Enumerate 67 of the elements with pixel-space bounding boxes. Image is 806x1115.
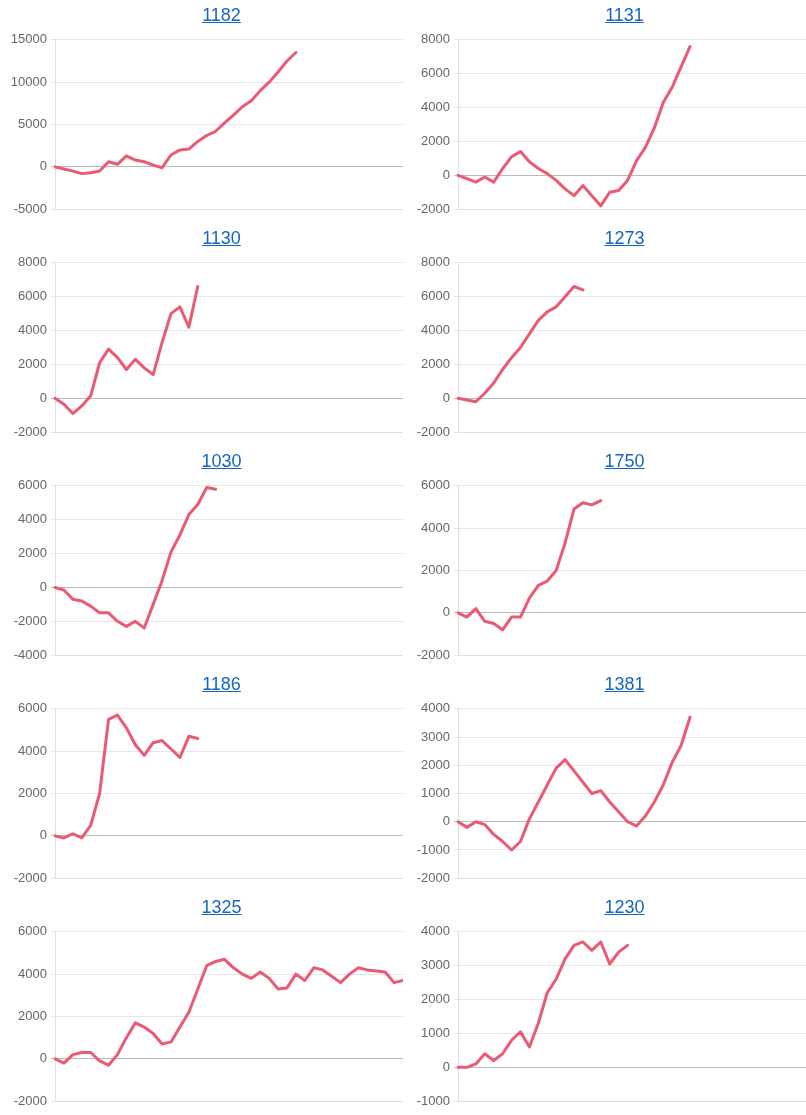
y-tick-label: -5000 (13, 200, 47, 216)
y-tick-label: 4000 (18, 511, 47, 527)
y-tick-label: 2000 (421, 356, 450, 372)
y-tick-label: 3000 (421, 728, 450, 744)
chart-title: 1230 (603, 896, 646, 919)
y-tick-label: -2000 (416, 423, 450, 439)
y-tick-label: 4000 (18, 322, 47, 338)
y-tick-label: 6000 (18, 700, 47, 716)
y-tick-label: -2000 (416, 869, 450, 885)
y-tick-label: -2000 (13, 423, 47, 439)
y-tick-label: -1000 (416, 841, 450, 857)
y-tick-label: 4000 (421, 322, 450, 338)
y-tick-label: 6000 (18, 288, 47, 304)
y-tick-label: 0 (442, 813, 450, 829)
y-tick-label: 4000 (421, 923, 450, 939)
chart-title: 1273 (603, 227, 646, 250)
chart-title: 1030 (200, 450, 243, 473)
y-tick-label: 0 (442, 166, 450, 182)
y-tick-label: -2000 (416, 646, 450, 662)
y-tick-label: 2000 (421, 133, 450, 149)
y-tick-label: 4000 (421, 700, 450, 716)
y-tick-label: 15000 (10, 31, 47, 47)
y-tick-label: 0 (39, 827, 47, 843)
y-tick-label: 4000 (18, 742, 47, 758)
y-tick-label: 4000 (421, 519, 450, 535)
y-tick-label: 6000 (18, 477, 47, 493)
y-tick-label: 1000 (421, 1025, 450, 1041)
y-tick-label: 0 (39, 579, 47, 595)
y-tick-label: 0 (39, 158, 47, 174)
y-tick-label: 10000 (10, 73, 47, 89)
y-tick-label: 4000 (18, 965, 47, 981)
y-tick-label: 2000 (18, 545, 47, 561)
y-tick-label: 0 (442, 604, 450, 620)
y-tick-label: -2000 (416, 200, 450, 216)
y-tick-label: 6000 (421, 65, 450, 81)
y-tick-label: -2000 (13, 1092, 47, 1108)
y-tick-label: -2000 (13, 869, 47, 885)
chart-title: 1381 (603, 673, 646, 696)
y-tick-label: 5000 (18, 116, 47, 132)
y-tick-label: 3000 (421, 957, 450, 973)
y-tick-label: 0 (39, 389, 47, 405)
chart-title: 1131 (604, 4, 645, 27)
chart-title: 1750 (603, 450, 646, 473)
y-tick-label: 8000 (421, 254, 450, 270)
y-tick-label: 6000 (421, 288, 450, 304)
y-tick-label: 4000 (421, 99, 450, 115)
chart-title: 1182 (201, 4, 242, 27)
y-tick-label: -2000 (13, 612, 47, 628)
y-tick-label: 8000 (18, 254, 47, 270)
y-tick-label: 6000 (421, 477, 450, 493)
chart-title: 1130 (201, 227, 242, 250)
y-tick-label: 2000 (18, 785, 47, 801)
y-tick-label: 2000 (421, 562, 450, 578)
y-tick-label: 2000 (421, 991, 450, 1007)
y-tick-label: -1000 (416, 1092, 450, 1108)
y-tick-label: 0 (442, 389, 450, 405)
y-tick-label: 0 (39, 1050, 47, 1066)
y-tick-label: 2000 (18, 356, 47, 372)
y-tick-label: 8000 (421, 31, 450, 47)
y-tick-label: 6000 (18, 923, 47, 939)
y-tick-label: 2000 (421, 756, 450, 772)
y-tick-label: 1000 (421, 785, 450, 801)
y-tick-label: -4000 (13, 646, 47, 662)
y-tick-label: 0 (442, 1058, 450, 1074)
chart-title: 1186 (201, 673, 242, 696)
y-tick-label: 2000 (18, 1008, 47, 1024)
chart-title: 1325 (200, 896, 243, 919)
